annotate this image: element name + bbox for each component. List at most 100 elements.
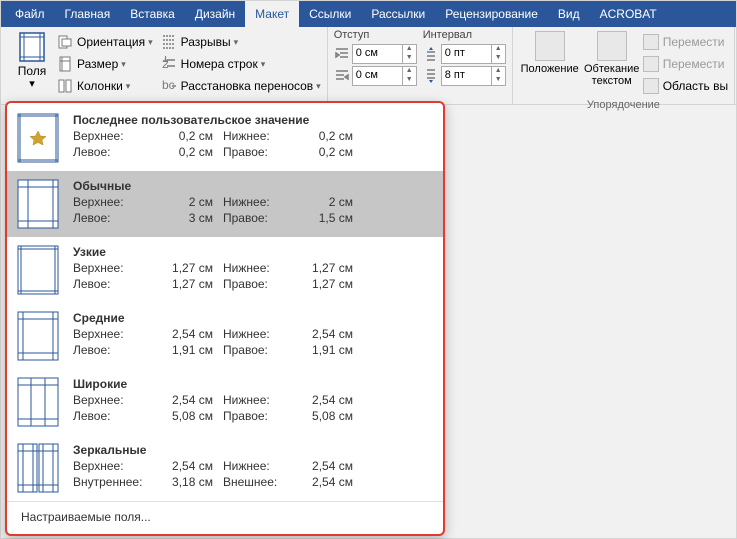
tab-review[interactable]: Рецензирование — [435, 1, 548, 27]
send-backward-button[interactable]: Перемести — [643, 53, 728, 75]
margin-top-value: 2,54 см — [143, 393, 223, 407]
margin-bottom-value: 2,54 см — [293, 459, 363, 473]
indent-label: Отступ — [334, 29, 417, 41]
spin-up[interactable]: ▲ — [492, 45, 505, 54]
margin-left-label: Левое: — [73, 145, 143, 159]
wrap-text-button[interactable]: Обтекание текстом — [581, 29, 643, 99]
margin-option-4[interactable]: Широкие Верхнее:2,54 см Нижнее:2,54 см Л… — [7, 369, 443, 435]
spin-up[interactable]: ▲ — [492, 67, 505, 76]
margin-bottom-label: Нижнее: — [223, 459, 293, 473]
breaks-button[interactable]: Разрывы▾ — [161, 31, 321, 53]
margin-right-label: Правое: — [223, 343, 293, 357]
arrange-group-label: Упорядочение — [519, 99, 728, 113]
margin-left-value: 1,27 см — [143, 277, 223, 291]
spin-down[interactable]: ▼ — [403, 54, 416, 63]
orientation-button[interactable]: Ориентация▾ — [57, 31, 153, 53]
margin-left-value: 3,18 см — [143, 475, 223, 489]
tab-insert[interactable]: Вставка — [120, 1, 185, 27]
margin-top-value: 2 см — [143, 195, 223, 209]
margins-icon — [16, 31, 48, 63]
margin-top-label: Верхнее: — [73, 261, 143, 275]
tab-file[interactable]: Файл — [5, 1, 55, 27]
margin-left-value: 5,08 см — [143, 409, 223, 423]
margin-option-1[interactable]: Обычные Верхнее:2 см Нижнее:2 см Левое:3… — [7, 171, 443, 237]
margin-option-0[interactable]: Последнее пользовательское значение Верх… — [7, 105, 443, 171]
margins-label: Поля▾ — [18, 65, 47, 90]
margin-option-5[interactable]: Зеркальные Верхнее:2,54 см Нижнее:2,54 с… — [7, 435, 443, 501]
main-frame: Файл Главная Вставка Дизайн Макет Ссылки… — [0, 0, 737, 539]
margin-right-label: Внешнее: — [223, 475, 293, 489]
tab-layout[interactable]: Макет — [245, 1, 299, 27]
spin-down[interactable]: ▼ — [403, 76, 416, 85]
margin-top-label: Верхнее: — [73, 129, 143, 143]
margin-option-icon — [17, 377, 59, 427]
margins-dropdown: Последнее пользовательское значение Верх… — [5, 101, 445, 536]
size-button[interactable]: Размер▾ — [57, 53, 153, 75]
margin-bottom-label: Нижнее: — [223, 129, 293, 143]
space-after-input[interactable]: 8 пт ▲▼ — [441, 66, 506, 86]
wrap-icon — [597, 31, 627, 61]
custom-margins-button[interactable]: Настраиваемые поля... — [7, 501, 443, 532]
indent-right-icon — [334, 68, 350, 84]
selection-pane-icon — [643, 78, 659, 94]
margin-option-icon — [17, 179, 59, 229]
position-button[interactable]: Положение — [519, 29, 581, 99]
margin-option-icon — [17, 311, 59, 361]
margin-left-label: Внутреннее: — [73, 475, 143, 489]
margin-bottom-value: 2,54 см — [293, 327, 363, 341]
margin-top-value: 0,2 см — [143, 129, 223, 143]
space-before-input[interactable]: 0 пт ▲▼ — [441, 44, 506, 64]
tab-home[interactable]: Главная — [55, 1, 121, 27]
spacing-label: Интервал — [423, 29, 506, 41]
selection-pane-button[interactable]: Область вы — [643, 75, 728, 97]
margin-top-value: 2,54 см — [143, 327, 223, 341]
line-numbers-button[interactable]: 12 Номера строк▾ — [161, 53, 321, 75]
tab-references[interactable]: Ссылки — [299, 1, 361, 27]
margin-option-3[interactable]: Средние Верхнее:2,54 см Нижнее:2,54 см Л… — [7, 303, 443, 369]
bring-forward-button[interactable]: Перемести — [643, 31, 728, 53]
columns-button[interactable]: Колонки▾ — [57, 75, 153, 97]
margin-right-value: 1,5 см — [293, 211, 363, 225]
margin-option-icon — [17, 113, 59, 163]
margin-left-value: 3 см — [143, 211, 223, 225]
margin-option-2[interactable]: Узкие Верхнее:1,27 см Нижнее:1,27 см Лев… — [7, 237, 443, 303]
margin-top-value: 1,27 см — [143, 261, 223, 275]
margin-left-label: Левое: — [73, 409, 143, 423]
tab-mailings[interactable]: Рассылки — [361, 1, 435, 27]
margin-left-value: 1,91 см — [143, 343, 223, 357]
orientation-icon — [57, 34, 73, 50]
svg-text:bc: bc — [162, 78, 175, 92]
spin-down[interactable]: ▼ — [492, 76, 505, 85]
spin-down[interactable]: ▼ — [492, 54, 505, 63]
margin-bottom-label: Нижнее: — [223, 195, 293, 209]
spin-up[interactable]: ▲ — [403, 45, 416, 54]
margin-right-value: 5,08 см — [293, 409, 363, 423]
line-numbers-icon: 12 — [161, 56, 177, 72]
margin-bottom-value: 2 см — [293, 195, 363, 209]
space-after-icon — [423, 68, 439, 84]
breaks-icon — [161, 34, 177, 50]
margin-right-value: 1,27 см — [293, 277, 363, 291]
margin-right-label: Правое: — [223, 409, 293, 423]
space-before-icon — [423, 46, 439, 62]
margin-option-title: Зеркальные — [73, 443, 433, 457]
send-backward-icon — [643, 56, 659, 72]
hyphenation-button[interactable]: bc Расстановка переносов▾ — [161, 75, 321, 97]
indent-left-input[interactable]: 0 см ▲▼ — [352, 44, 417, 64]
margin-left-label: Левое: — [73, 211, 143, 225]
margin-top-label: Верхнее: — [73, 393, 143, 407]
margin-option-icon — [17, 443, 59, 493]
size-icon — [57, 56, 73, 72]
hyphenation-icon: bc — [161, 78, 177, 94]
tab-view[interactable]: Вид — [548, 1, 590, 27]
indent-right-input[interactable]: 0 см ▲▼ — [352, 66, 417, 86]
margin-option-title: Узкие — [73, 245, 433, 259]
margins-button[interactable]: Поля▾ — [7, 29, 57, 99]
margin-right-label: Правое: — [223, 211, 293, 225]
position-icon — [535, 31, 565, 61]
tab-design[interactable]: Дизайн — [185, 1, 245, 27]
margin-right-label: Правое: — [223, 145, 293, 159]
margin-bottom-label: Нижнее: — [223, 393, 293, 407]
spin-up[interactable]: ▲ — [403, 67, 416, 76]
tab-acrobat[interactable]: ACROBAT — [590, 1, 667, 27]
